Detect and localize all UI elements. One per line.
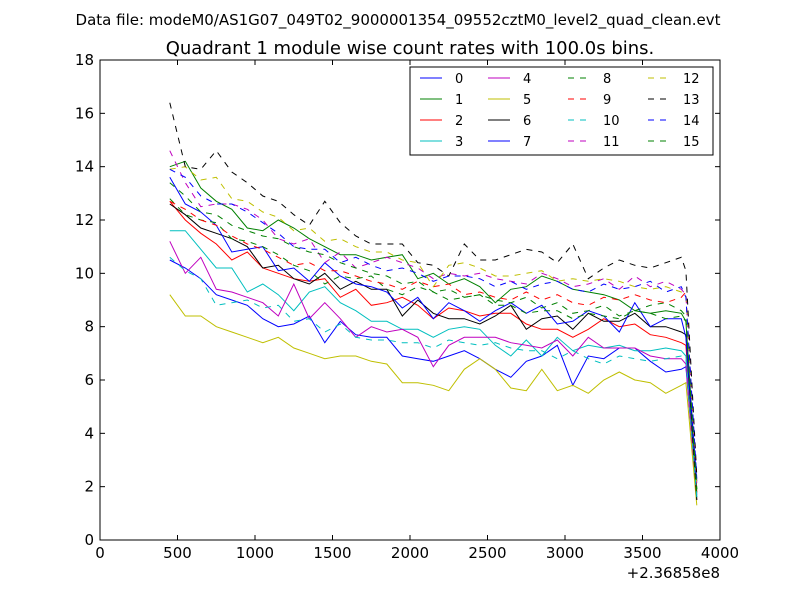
data-file-suptitle: Data file: modeM0/AS1G07_049T02_90000013… [76,11,721,30]
series-line-12 [169,166,698,487]
y-tick-label: 12 [75,211,94,229]
legend-item-5: 5 [488,93,531,108]
legend-item-11: 11 [568,135,620,150]
x-tick-label: 1500 [313,544,351,562]
series-line-11 [169,150,698,485]
legend-label: 9 [603,93,611,108]
series-line-7 [169,177,698,482]
y-tick-label: 14 [75,158,94,176]
y-tick-label: 10 [75,264,94,282]
series-line-15 [169,182,698,490]
legend-label: 7 [523,135,531,150]
legend-item-13: 13 [648,93,700,108]
y-tick-label: 6 [84,371,94,389]
legend-label: 5 [523,93,531,108]
legend-label: 6 [523,114,531,129]
legend-item-4: 4 [488,72,531,87]
legend-item-0: 0 [420,72,463,87]
x-tick-label: 1000 [236,544,274,562]
legend-label: 10 [603,114,620,129]
x-tick-label: 0 [95,544,105,562]
series-line-10 [169,256,698,498]
series-lines [169,102,698,506]
legend-label: 1 [455,93,463,108]
series-line-1 [169,160,698,490]
legend-item-2: 2 [420,114,463,129]
x-tick-label: 2000 [391,544,429,562]
y-tick-label: 2 [84,478,94,496]
series-line-6 [169,203,698,501]
x-tick-label: 3500 [623,544,661,562]
series-line-8 [169,198,698,495]
x-tick-label: 3000 [546,544,584,562]
legend-item-6: 6 [488,114,531,129]
series-line-0 [169,259,698,495]
series-line-9 [169,200,698,487]
legend-item-15: 15 [648,135,700,150]
series-line-14 [169,168,698,479]
y-tick-label: 4 [84,424,94,442]
legend-label: 8 [603,72,611,87]
x-tick-label: 4000 [701,544,739,562]
chart-title: Quadrant 1 module wise count rates with … [166,38,655,59]
legend-label: 13 [683,93,700,108]
legend-label: 12 [683,72,700,87]
legend-item-7: 7 [488,135,531,150]
x-axis: 0 500 1000 1500 2000 2500 3000 3500 4000 [95,60,739,562]
x-tick-label: 500 [163,544,192,562]
series-line-3 [169,230,698,498]
series-line-13 [169,102,698,477]
legend-label: 2 [455,114,463,129]
series-line-2 [169,200,698,493]
y-tick-label: 16 [75,104,94,122]
x-offset-label: +2.36858e8 [627,564,720,582]
x-tick-label: 2500 [468,544,506,562]
y-tick-label: 8 [84,318,94,336]
legend-label: 15 [683,135,700,150]
legend-label: 11 [603,135,620,150]
legend-item-3: 3 [420,135,463,150]
legend-item-8: 8 [568,72,611,87]
legend-item-9: 9 [568,93,611,108]
legend-label: 14 [683,114,700,129]
legend-item-12: 12 [648,72,700,87]
y-tick-label: 0 [84,531,94,549]
series-line-5 [169,294,698,506]
legend-label: 3 [455,135,463,150]
legend-label: 0 [455,72,463,87]
legend-label: 4 [523,72,531,87]
y-tick-label: 18 [75,51,94,69]
legend-item-1: 1 [420,93,463,108]
legend-item-14: 14 [648,114,700,129]
legend-box [409,66,714,156]
series-line-4 [169,241,698,501]
legend-item-10: 10 [568,114,620,129]
